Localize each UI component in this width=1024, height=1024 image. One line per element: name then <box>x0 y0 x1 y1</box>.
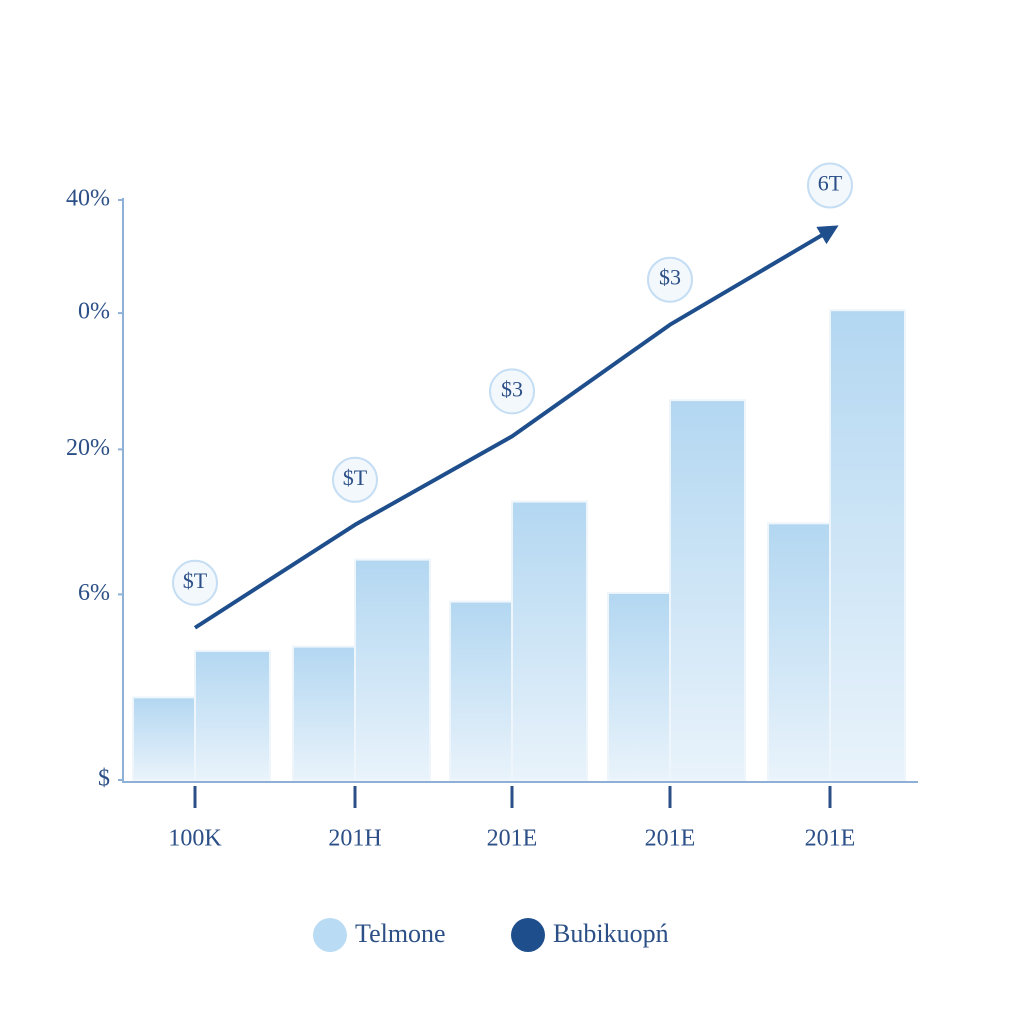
bar <box>292 645 366 781</box>
y-tick-label: 0% <box>78 299 110 325</box>
line <box>193 225 839 630</box>
x-tick-label: 201E <box>805 826 856 852</box>
annotation-bubble <box>647 256 693 303</box>
bar <box>449 600 523 782</box>
bar <box>511 500 588 781</box>
bar <box>669 399 746 781</box>
legend-swatch <box>511 918 545 952</box>
y-tick-label: $ <box>98 766 110 792</box>
bar <box>194 649 271 782</box>
bar <box>829 309 906 781</box>
y-tick-label: 6% <box>78 580 110 606</box>
legend-label: Bubikuopń <box>553 919 669 948</box>
annotation: $T <box>183 568 208 593</box>
bar <box>607 591 681 782</box>
bar <box>354 558 431 781</box>
annotation: $3 <box>659 265 681 290</box>
annotation: $T <box>343 465 368 490</box>
bar <box>767 522 841 781</box>
bar <box>132 696 206 781</box>
annotation-bubble <box>172 559 218 606</box>
annotation-bubble <box>332 456 378 503</box>
x-tick-label: 201E <box>487 826 538 852</box>
x-tick-label: 201H <box>328 826 381 852</box>
x-tick-label: 100K <box>168 826 222 852</box>
annotation: $3 <box>501 376 523 401</box>
y-tick-label: 40% <box>66 186 110 212</box>
annotation: 6T <box>818 170 843 195</box>
x-tick-label: 201E <box>645 826 696 852</box>
annotation-bubble <box>807 162 853 209</box>
legend-swatch <box>313 918 347 952</box>
legend-label: Telmone <box>355 919 446 948</box>
annotation-bubble <box>489 368 535 415</box>
y-tick-label: 20% <box>66 435 110 461</box>
